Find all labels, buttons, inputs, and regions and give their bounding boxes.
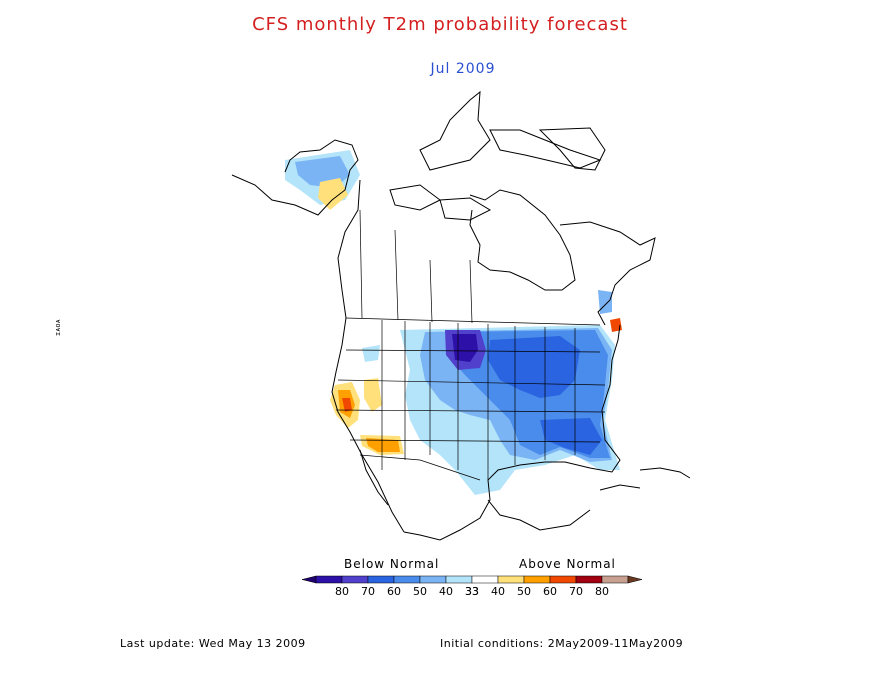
legend-swatch	[549, 575, 577, 584]
legend-swatch	[393, 575, 421, 584]
legend-tick-label: 80	[335, 585, 349, 598]
legend-tick-label: 33	[465, 585, 479, 598]
probability-shading	[285, 150, 622, 495]
shade-below-80	[452, 334, 478, 362]
legend-swatch	[341, 575, 369, 584]
shade-below-60-se	[540, 418, 602, 455]
legend-tick-label: 40	[439, 585, 453, 598]
legend-swatch	[419, 575, 447, 584]
last-update-text: Last update: Wed May 13 2009	[120, 637, 306, 650]
legend-tick-label: 60	[543, 585, 557, 598]
legend-tick-label: 40	[491, 585, 505, 598]
shade-above-60-ca	[342, 398, 352, 412]
legend-arrow-high	[627, 575, 643, 584]
forecast-map	[231, 90, 691, 541]
legend-swatch	[601, 575, 629, 584]
map-title: CFS monthly T2m probability forecast	[252, 14, 628, 35]
legend-swatch	[315, 575, 343, 584]
legend-tick-label: 50	[517, 585, 531, 598]
legend-below-label: Below Normal	[344, 557, 440, 571]
legend-tick-label: 33	[465, 585, 479, 598]
legend-swatch	[523, 575, 551, 584]
legend-swatch	[471, 575, 499, 584]
legend-tick-label: 50	[413, 585, 427, 598]
legend-above-label: Above Normal	[519, 557, 616, 571]
legend-tick-label: 60	[387, 585, 401, 598]
legend-arrow-low	[301, 575, 317, 584]
shade-below-33-west	[362, 345, 380, 362]
legend-swatch	[445, 575, 473, 584]
shade-alaska-above	[318, 178, 348, 210]
legend-swatch	[497, 575, 525, 584]
initial-conditions-text: Initial conditions: 2May2009-11May2009	[440, 637, 684, 650]
legend-tick-label: 70	[361, 585, 375, 598]
forecast-month: Jul 2009	[430, 61, 496, 77]
legend-tick-label: 70	[569, 585, 583, 598]
coastlines	[231, 90, 691, 541]
legend-swatch	[575, 575, 603, 584]
shade-above-40-nv	[364, 378, 382, 412]
legend-swatch	[367, 575, 395, 584]
shade-above-60-ne	[610, 318, 622, 332]
borders	[335, 209, 606, 481]
shade-above-50-az	[366, 438, 400, 452]
legend-tick-label: 80	[595, 585, 609, 598]
